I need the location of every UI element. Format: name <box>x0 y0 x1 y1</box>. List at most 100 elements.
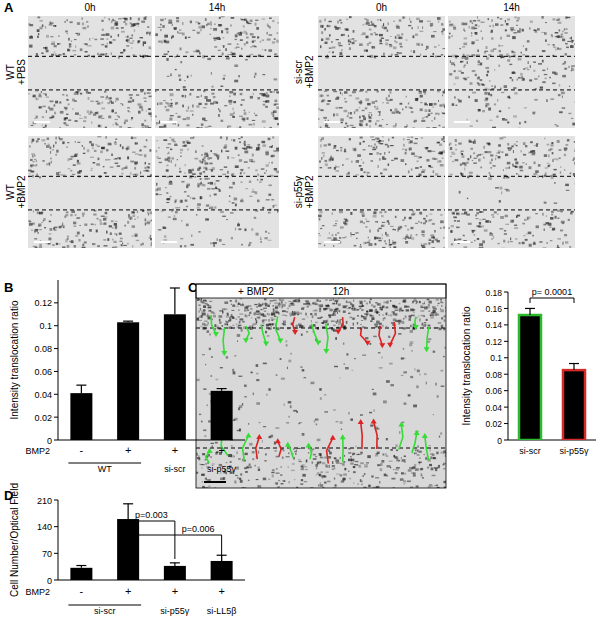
cell-texture <box>39 244 42 247</box>
cell-texture <box>177 31 178 33</box>
cell-texture <box>120 52 123 54</box>
cell-texture <box>425 109 428 112</box>
cell-texture <box>140 171 141 174</box>
cell-texture <box>488 54 491 56</box>
cell-texture <box>463 78 466 80</box>
cell-texture <box>95 224 97 226</box>
cell-texture <box>74 93 78 96</box>
cell-texture <box>240 182 243 183</box>
cell-texture <box>565 53 568 56</box>
cell-texture <box>435 56 436 58</box>
cell-texture <box>394 21 395 22</box>
cell-texture <box>104 17 106 18</box>
cell-texture <box>111 220 114 222</box>
cell-texture <box>233 182 235 185</box>
cell-texture <box>459 48 461 49</box>
cell-texture <box>255 20 258 21</box>
cell-texture <box>350 39 352 41</box>
cell-texture <box>32 155 33 158</box>
cell-texture <box>206 156 209 157</box>
cell-texture <box>168 22 172 24</box>
cell-texture <box>192 169 194 171</box>
cell-texture <box>497 99 498 102</box>
cell-texture <box>409 18 410 21</box>
cell-texture <box>114 233 117 234</box>
cell-texture <box>39 20 43 21</box>
cell-texture <box>179 79 181 82</box>
cell-texture <box>229 95 231 97</box>
cell-texture <box>266 170 267 171</box>
cell-texture <box>158 123 160 124</box>
cell-texture <box>111 154 113 156</box>
cell-texture <box>184 191 187 193</box>
cell-texture <box>373 147 375 149</box>
cell-texture <box>49 24 53 26</box>
cell-texture <box>213 28 217 31</box>
cell-texture <box>207 23 210 25</box>
cell-texture <box>221 120 224 122</box>
cell-texture <box>454 84 456 85</box>
cell-texture <box>547 44 550 45</box>
cell-texture <box>95 112 98 114</box>
cell-texture <box>351 234 355 235</box>
cell-texture <box>460 61 463 63</box>
cell-texture <box>170 74 172 77</box>
cell-texture <box>130 161 134 163</box>
cell-texture <box>371 23 374 25</box>
cell-texture <box>192 105 194 108</box>
cell-texture <box>141 109 143 112</box>
cell-texture <box>115 226 117 229</box>
cell-texture <box>345 28 348 30</box>
cell-texture <box>139 106 143 109</box>
cell-texture <box>82 212 85 215</box>
cell-texture <box>110 36 112 38</box>
cell-texture <box>486 103 490 106</box>
cell-texture <box>562 39 565 42</box>
cell-texture <box>409 147 412 150</box>
cell-texture <box>53 25 56 27</box>
cell-texture <box>396 41 398 43</box>
cell-texture <box>360 120 364 123</box>
cell-texture <box>235 228 236 231</box>
cell-texture <box>156 156 158 157</box>
cell-texture <box>445 121 446 123</box>
cell-texture <box>377 91 379 93</box>
cell-texture <box>504 85 507 88</box>
cell-texture <box>262 49 263 50</box>
cell-texture <box>147 221 151 223</box>
cell-texture <box>362 115 365 116</box>
cell-texture <box>152 48 153 50</box>
cell-texture <box>516 25 518 26</box>
cell-texture <box>193 51 197 52</box>
cell-texture <box>80 93 82 95</box>
cell-texture <box>364 49 368 51</box>
cell-texture <box>125 120 128 123</box>
cell-texture <box>438 113 439 115</box>
cell-texture <box>468 96 470 98</box>
cell-texture <box>143 44 144 46</box>
cell-texture <box>245 188 248 189</box>
cell-texture <box>257 37 259 38</box>
cell-texture <box>419 31 423 32</box>
cell-texture <box>359 123 363 126</box>
cell-texture <box>369 120 372 122</box>
cell-texture <box>319 211 322 214</box>
cell-texture <box>268 212 271 214</box>
cell-texture <box>96 163 100 165</box>
cell-texture <box>348 112 349 115</box>
cell-texture <box>213 101 217 104</box>
cell-texture <box>131 119 133 120</box>
cell-texture <box>553 18 556 20</box>
cell-texture <box>88 97 90 100</box>
cell-texture <box>218 50 221 51</box>
cell-texture <box>352 42 355 44</box>
cell-texture <box>397 35 400 36</box>
cell-texture <box>204 156 206 159</box>
cell-texture <box>152 241 153 243</box>
cell-texture <box>377 106 378 107</box>
cell-texture <box>209 207 210 209</box>
cell-texture <box>235 165 239 168</box>
cell-texture <box>165 106 167 107</box>
cell-texture <box>472 70 476 72</box>
cell-texture <box>29 173 30 174</box>
